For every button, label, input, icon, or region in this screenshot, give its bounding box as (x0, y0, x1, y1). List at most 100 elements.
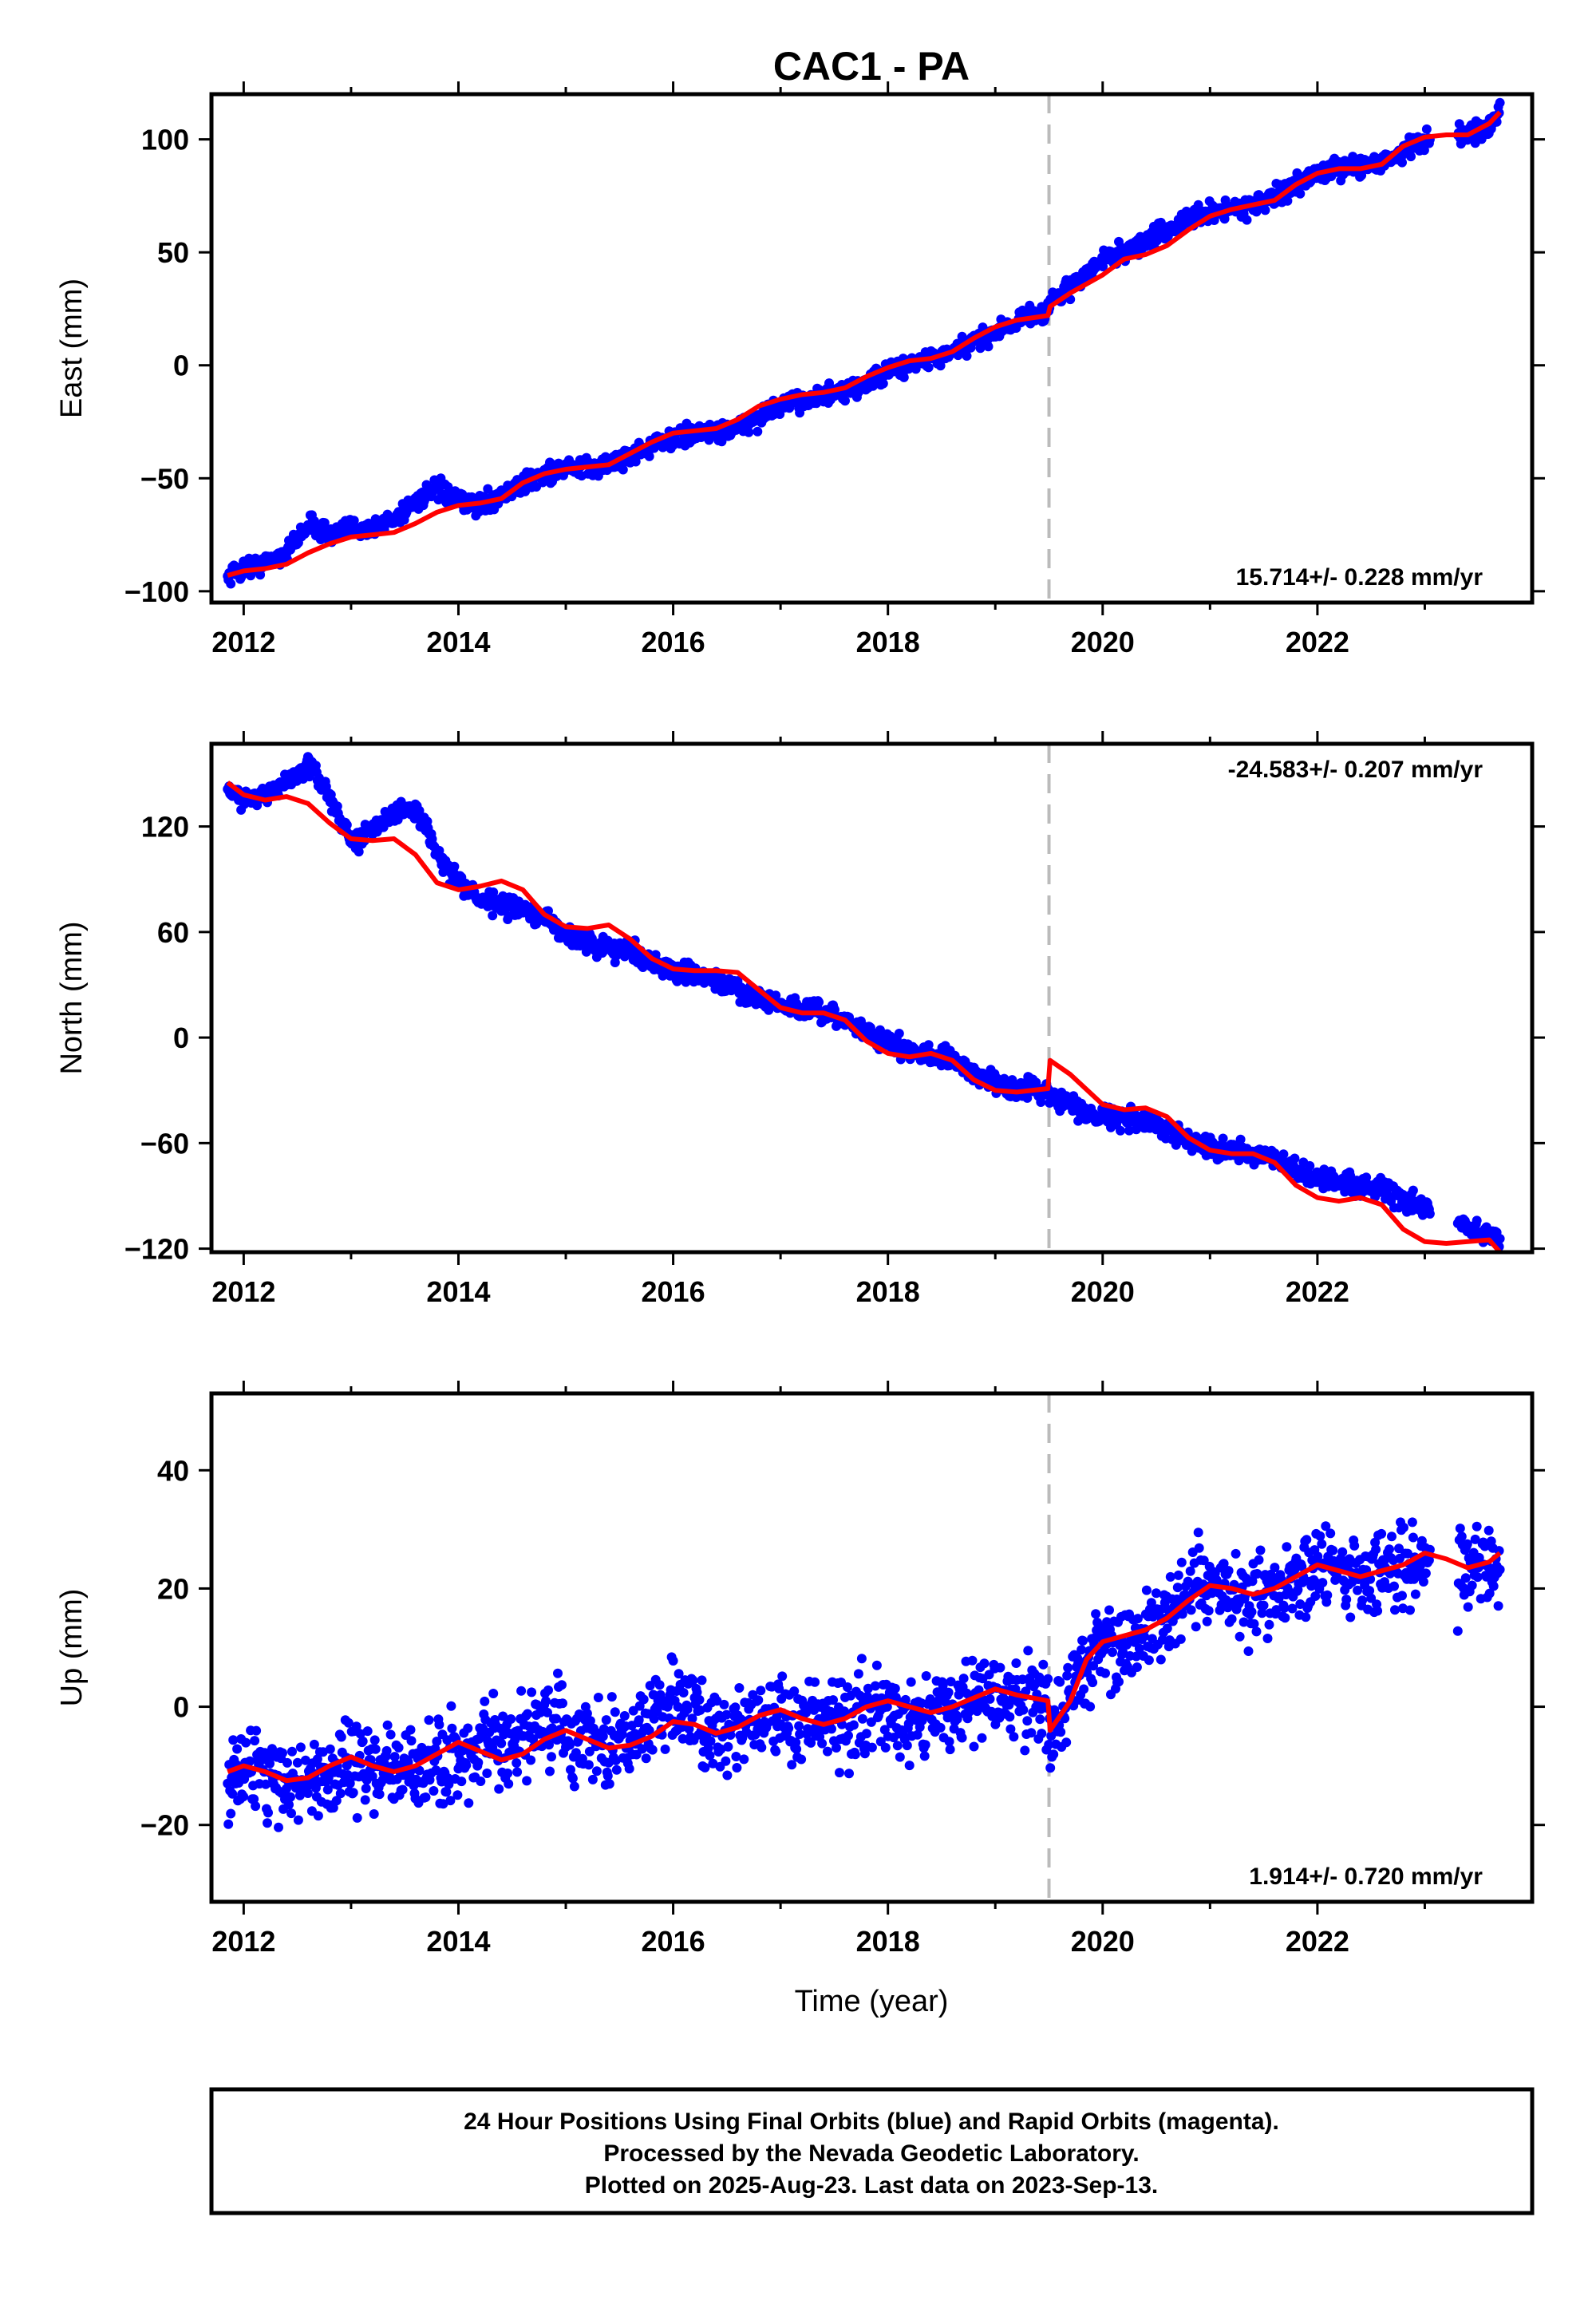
observation-point (1231, 1548, 1241, 1559)
observation-point (1470, 1534, 1480, 1544)
observation-point (1009, 1732, 1019, 1742)
observation-point (369, 1735, 380, 1745)
observation-point (226, 1808, 236, 1819)
observation-point (1191, 1622, 1201, 1632)
observation-point (351, 1721, 361, 1732)
observation-point (1264, 1619, 1274, 1630)
observation-points-up (223, 1517, 1505, 1832)
observation-point (644, 1725, 654, 1736)
observation-point (282, 1757, 292, 1768)
observation-point (541, 1696, 551, 1706)
y-tick-label: 0 (173, 1691, 189, 1724)
observation-point (919, 1751, 930, 1761)
observation-point (1079, 1684, 1089, 1694)
observation-point (362, 1726, 373, 1737)
observation-point (1472, 1521, 1482, 1531)
observation-point (1085, 1701, 1096, 1712)
y-axis-label: East (mm) (55, 279, 89, 418)
observation-point (1088, 1678, 1098, 1688)
observation-point (810, 1677, 820, 1687)
note-line-1: 24 Hour Positions Using Final Orbits (bl… (464, 2109, 1279, 2135)
observation-point (1419, 145, 1429, 156)
observation-point (287, 1746, 297, 1757)
observation-points-east (223, 97, 1505, 589)
observation-point (794, 1721, 804, 1731)
y-tick-label: 50 (157, 236, 189, 269)
observation-point (494, 1784, 504, 1794)
observation-point (274, 1822, 283, 1832)
observation-point (1371, 1544, 1381, 1555)
x-tick-label: 2012 (211, 1925, 275, 1958)
observation-point (1176, 1557, 1187, 1567)
observation-point (902, 1741, 912, 1751)
observation-point (504, 1779, 514, 1789)
observation-point (1387, 1531, 1396, 1542)
observation-point (251, 1725, 262, 1736)
observation-point (309, 1739, 319, 1749)
observation-point (935, 361, 946, 371)
observation-point (345, 1778, 355, 1788)
observation-point (1467, 1580, 1477, 1591)
observation-point (1199, 1555, 1209, 1566)
observation-point (602, 1771, 613, 1781)
observation-point (1049, 1749, 1059, 1760)
y-axis-label: North (mm) (55, 921, 89, 1074)
x-tick-label: 2016 (642, 1925, 705, 1958)
observation-point (241, 1737, 251, 1748)
observation-point (757, 1742, 767, 1753)
observation-point (551, 1713, 561, 1724)
observation-point (1472, 1215, 1482, 1226)
observation-point (660, 1744, 670, 1754)
observation-point (1315, 1531, 1325, 1541)
observation-point (567, 1773, 578, 1784)
observation-point (945, 1745, 955, 1755)
observation-point (1043, 1674, 1053, 1684)
observation-point (370, 1744, 381, 1754)
observation-point (601, 1715, 611, 1725)
observation-point (638, 1694, 649, 1705)
observation-point (977, 1733, 987, 1743)
observation-point (1257, 1608, 1267, 1618)
observation-point (1484, 1588, 1495, 1599)
observation-point (637, 1744, 647, 1754)
observation-point (719, 1699, 729, 1709)
observation-point (250, 1736, 260, 1746)
observation-point (723, 1741, 733, 1752)
observation-point (282, 1784, 291, 1794)
observation-point (861, 1729, 871, 1739)
observation-point (1370, 1537, 1381, 1547)
observation-point (890, 1683, 900, 1694)
observation-point (1162, 1623, 1172, 1634)
observation-point (403, 1757, 413, 1767)
observation-point (1134, 1643, 1144, 1654)
observation-point (1056, 1727, 1066, 1737)
observation-point (343, 1717, 354, 1728)
observation-point (382, 1720, 393, 1730)
observation-point (957, 1733, 967, 1743)
observation-point (1252, 1569, 1262, 1579)
observation-point (828, 1695, 838, 1705)
observation-point (1406, 152, 1416, 162)
observation-point (1020, 1745, 1030, 1756)
panel-north: 2012 2014 2016 2018 2020 2022−120−60060120Nor… (55, 731, 1545, 1308)
observation-point (649, 1713, 659, 1724)
observation-point (678, 1688, 689, 1697)
x-tick-label: 2020 (1071, 626, 1135, 658)
observation-point (1279, 1603, 1290, 1613)
observation-point (1353, 1585, 1363, 1595)
observation-point (1100, 1668, 1110, 1678)
observation-point (1421, 124, 1432, 134)
observation-point (823, 1746, 832, 1757)
observation-point (1493, 1601, 1503, 1611)
y-tick-label: −100 (124, 575, 189, 608)
observation-point (682, 1704, 693, 1714)
observation-point (705, 1736, 716, 1746)
observation-point (832, 1743, 841, 1753)
observation-point (817, 1738, 828, 1749)
observation-point (843, 1682, 852, 1692)
observation-point (1249, 1618, 1259, 1629)
observation-point (545, 1766, 555, 1777)
observation-point (332, 801, 342, 812)
observation-point (226, 579, 236, 589)
